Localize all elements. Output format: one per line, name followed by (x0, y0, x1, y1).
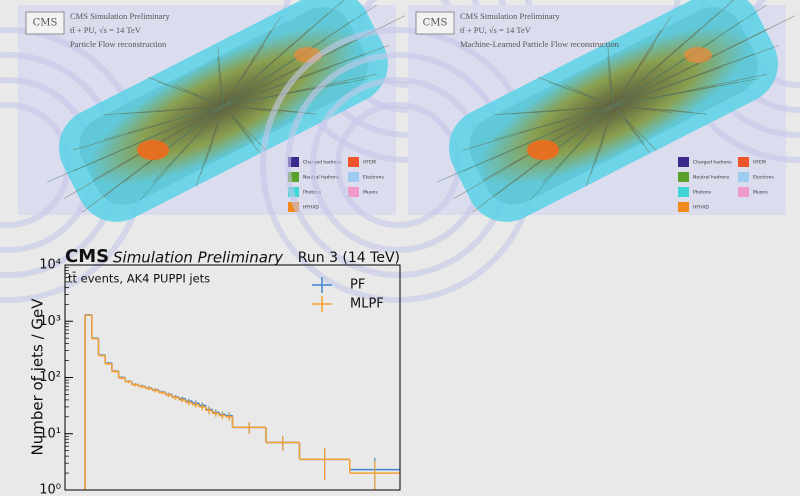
experiment: CMS (65, 246, 109, 267)
legend-label: Charged hadrons (693, 160, 732, 166)
legend-swatch (738, 187, 749, 197)
legend-swatch (738, 157, 749, 167)
legend-label: MLPF (350, 297, 384, 312)
legend-label: Electrons (363, 175, 384, 181)
legend-label: Neutral hadrons (693, 175, 730, 181)
legend-label: Muons (363, 190, 378, 196)
legend-swatch (678, 187, 689, 197)
legend-swatch (678, 172, 689, 182)
legend-label: HFEM (363, 160, 376, 166)
legend-label: PF (350, 278, 365, 293)
logo: CMS (33, 18, 58, 29)
legend-swatch (678, 202, 689, 212)
annotation: tt̄ events, AK4 PUPPI jets (68, 271, 210, 285)
y-tick-label: 10³ (39, 314, 61, 329)
display-caption: Machine-Learned Particle Flow reconstruc… (460, 39, 620, 49)
display-caption: Particle Flow reconstruction (70, 39, 167, 49)
display-caption: tt̄ + PU, √s = 14 TeV (70, 25, 142, 35)
display-caption: CMS Simulation Preliminary (460, 11, 560, 21)
forward-deposit (527, 140, 559, 160)
legend-swatch (738, 172, 749, 182)
legend-swatch (678, 157, 689, 167)
page: CMS CMS Simulation Preliminary tt̄ + PU, √… (0, 0, 800, 496)
logo: CMS (423, 18, 448, 29)
legend-label: HFEM (753, 160, 766, 166)
legend-label: HFHAD (693, 205, 709, 211)
figure: CMS CMS Simulation Preliminary tt̄ + PU, √… (0, 0, 800, 496)
legend-label: Muons (753, 190, 768, 196)
legend-label: Neutral hadrons (303, 175, 340, 181)
run-label: Run 3 (14 TeV) (298, 250, 400, 266)
display-caption: CMS Simulation Preliminary (70, 11, 170, 21)
forward-deposit (137, 140, 169, 160)
forward-deposit (684, 47, 712, 63)
legend-swatch (348, 172, 359, 182)
legend-label: HFHAD (303, 205, 319, 211)
display-caption: tt̄ + PU, √s = 14 TeV (460, 25, 532, 35)
legend-label: Electrons (753, 175, 774, 181)
y-tick-label: 10² (39, 370, 61, 385)
status: Simulation Preliminary (113, 249, 284, 267)
legend-swatch (348, 157, 359, 167)
legend-label: Photons (693, 190, 712, 196)
y-tick-label: 10¹ (39, 426, 61, 441)
y-tick-label: 10⁰ (39, 483, 61, 496)
y-tick-label: 10⁴ (39, 258, 61, 273)
